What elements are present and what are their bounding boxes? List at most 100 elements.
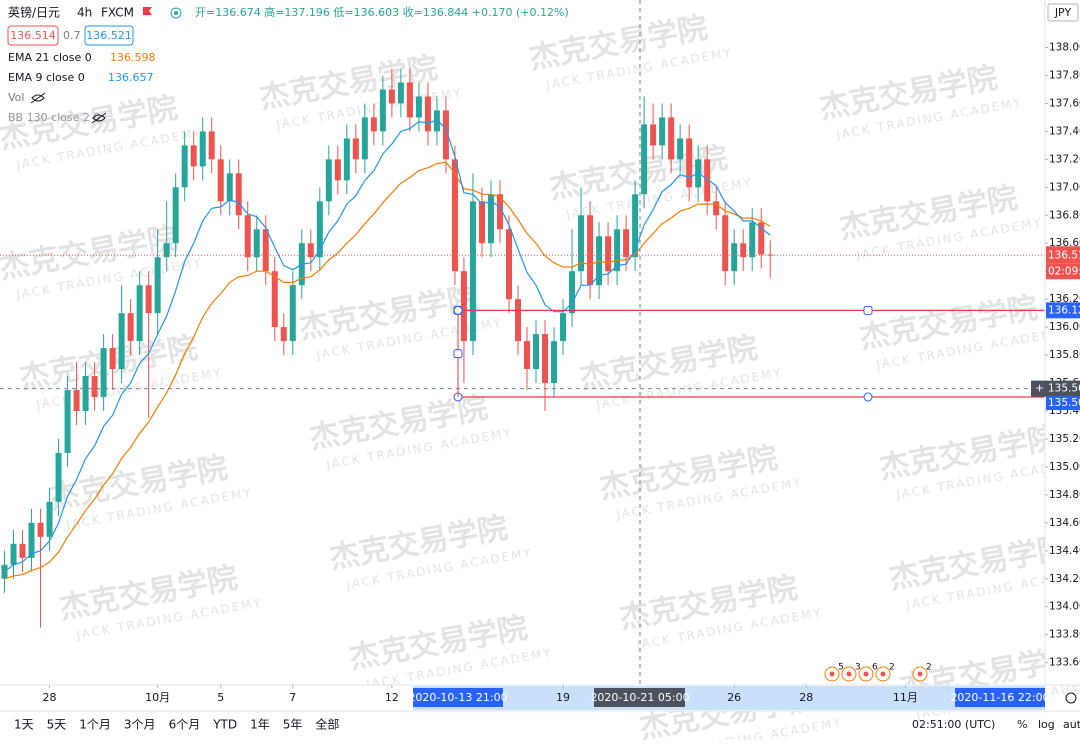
y-tick-label: 137.20 — [1049, 153, 1080, 165]
y-tick-label: 134.00 — [1049, 601, 1080, 613]
currency[interactable]: JPY — [1054, 6, 1072, 19]
event-dot — [880, 671, 886, 677]
bid[interactable]: 136.514 — [10, 29, 56, 42]
candle-body — [235, 173, 242, 216]
candle-body — [442, 110, 449, 160]
range-button[interactable]: 全部 — [315, 717, 339, 732]
crosshair-price-box — [1046, 380, 1080, 397]
candle-body — [713, 201, 720, 216]
candle-body — [686, 138, 693, 188]
candle-body — [659, 117, 666, 146]
ask[interactable]: 136.521 — [86, 29, 132, 42]
candle-body — [578, 215, 585, 272]
status-dot — [174, 11, 178, 15]
event-count: 2 — [926, 663, 932, 673]
x-tick-label: 28 — [799, 691, 813, 704]
x-tick-label: 28 — [43, 691, 57, 704]
candle-body — [388, 89, 395, 104]
symbol[interactable]: 英镑/日元 — [8, 5, 60, 20]
crosshair-price: 135.56 — [1048, 383, 1080, 395]
event-count: 2 — [889, 663, 895, 673]
y-tick-label: 136.00 — [1049, 321, 1080, 333]
source: FXCM — [101, 6, 134, 20]
bid-box[interactable] — [7, 25, 59, 46]
candle-body — [650, 124, 657, 146]
y-tick-label: 133.60 — [1049, 657, 1080, 669]
candle-body — [271, 271, 278, 328]
indicator-name[interactable]: EMA 9 close 0 — [8, 71, 85, 84]
range-button[interactable]: 1天 — [14, 718, 34, 732]
indicator-value: 136.598 — [110, 51, 156, 64]
candle-body — [614, 229, 621, 272]
settings-icon[interactable] — [1065, 692, 1077, 704]
y-tick-label: 137.80 — [1049, 69, 1080, 81]
hidden-icon[interactable] — [91, 112, 107, 124]
x-tick-label: 26 — [727, 691, 741, 704]
y-tick-label: 137.60 — [1049, 97, 1080, 109]
plus-button[interactable] — [1031, 380, 1046, 397]
candle-body — [343, 138, 350, 181]
y-tick-label: 138.00 — [1049, 42, 1080, 54]
event-dot — [863, 671, 869, 677]
y-tick-label: 135.20 — [1049, 433, 1080, 445]
time-highlight — [413, 688, 503, 707]
candle-body — [406, 82, 413, 118]
ask-box[interactable] — [84, 25, 134, 46]
time-highlight — [955, 688, 1045, 707]
ohlc-legend: 开=136.674 高=137.196 低=136.603 收=136.844 … — [195, 5, 569, 19]
candle-body — [758, 222, 765, 255]
percent-toggle[interactable]: % — [1017, 718, 1027, 731]
hidden-icon[interactable] — [30, 92, 46, 104]
candle-body — [397, 82, 404, 104]
candle-body — [226, 173, 233, 202]
indicator-name[interactable]: Vol — [8, 91, 24, 104]
log-toggle[interactable]: log — [1038, 718, 1055, 731]
x-tick-label: 5 — [217, 691, 224, 704]
clock: 02:51:00 (UTC) — [912, 718, 995, 731]
indicator-name[interactable]: EMA 21 close 0 — [8, 51, 92, 64]
level-handle — [453, 305, 463, 315]
status-icon — [170, 7, 182, 19]
range-button[interactable]: 5天 — [47, 718, 67, 732]
candle-body — [172, 187, 179, 244]
ema-line — [4, 161, 771, 580]
candle-body — [316, 201, 323, 258]
y-tick-label: 136.80 — [1049, 209, 1080, 221]
candle-body — [569, 271, 576, 314]
event-count: 6 — [872, 663, 878, 673]
level-box — [1046, 396, 1080, 411]
plus-icon: + — [1035, 382, 1044, 395]
range-button[interactable]: 1年 — [250, 718, 270, 732]
candle-body — [64, 390, 71, 453]
range-button[interactable]: 1个月 — [79, 718, 111, 732]
range-button[interactable]: YTD — [212, 718, 237, 732]
crosshair-time: 2020-10-21 05:00 — [590, 691, 689, 704]
auto-toggle[interactable]: auto — [1063, 718, 1080, 731]
level-box — [1046, 302, 1080, 319]
indicator-value: 136.657 — [108, 71, 154, 84]
y-tick-label: 137.40 — [1049, 125, 1080, 137]
range-button[interactable]: 6个月 — [169, 718, 201, 732]
axes: 133.60 133.80 134.00 134.20 134.40 134.60 134.… — [43, 42, 1080, 704]
y-tick-label: 135.80 — [1049, 349, 1080, 361]
interval[interactable]: 4h — [77, 6, 92, 20]
range-button[interactable]: 5年 — [283, 718, 303, 732]
candle-body — [469, 201, 476, 342]
candle-body — [154, 257, 161, 314]
last-price-box — [1046, 246, 1080, 264]
candle-body — [370, 117, 377, 132]
indicator-name[interactable]: BB 130 close 2 0 — [8, 111, 100, 124]
currency-box[interactable] — [1047, 3, 1079, 22]
candle-body — [163, 243, 170, 258]
range-button[interactable]: 3个月 — [124, 718, 156, 732]
candle-body — [118, 313, 125, 370]
candle-body — [190, 145, 197, 167]
toolbar: 1天 5天 1个月 3个月 6个月 YTD 1年 5年 全部 — [14, 717, 339, 732]
candle-body — [596, 236, 603, 286]
candle-body — [514, 299, 521, 342]
range-band — [413, 686, 1045, 710]
candle-body — [352, 138, 359, 160]
candle-body — [424, 96, 431, 132]
candle-body — [379, 89, 386, 132]
candle-body — [478, 201, 485, 244]
